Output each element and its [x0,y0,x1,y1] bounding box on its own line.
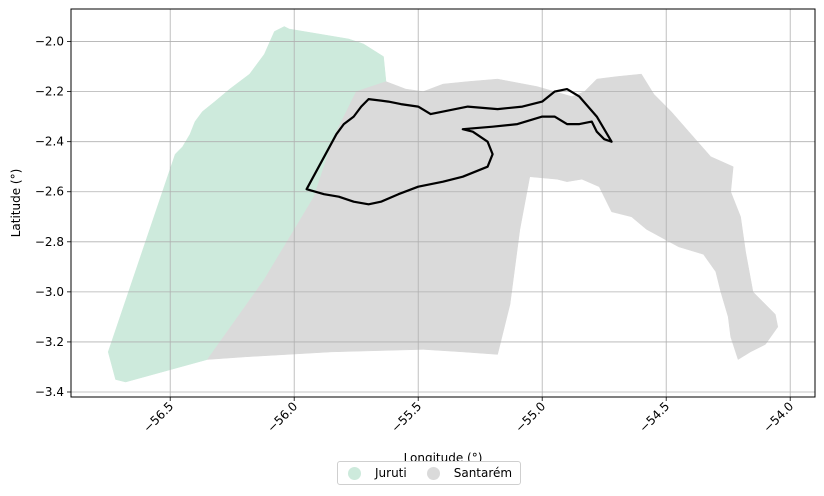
y-axis-label: Latitude (°) [9,169,23,238]
y-tick-label: −3.2 [35,335,64,349]
y-tick-label: −2.4 [35,135,64,149]
grid-layer [71,9,815,397]
y-tick-label: −3.4 [35,385,64,399]
legend-item-santarem: Santarém [426,466,513,480]
x-tick-label: −55.5 [388,399,424,435]
study-area-outline [305,87,613,206]
y-tick-label: −2.0 [35,35,64,49]
legend-item-juruti: Juruti [348,466,407,480]
y-tick-label: −2.6 [35,185,64,199]
legend-marker-santarem [426,466,440,480]
x-tick-label: −54.5 [636,399,672,435]
x-tick-label: −56.5 [140,399,176,435]
legend-marker-juruti [348,466,361,480]
y-tick-label: −3.0 [35,285,64,299]
y-tick-label: −2.8 [35,235,64,249]
legend-label-juruti: Juruti [375,466,407,480]
plot-frame [70,8,816,398]
x-tick-label: −56.0 [264,399,300,435]
legend: Juruti Santarém [337,461,522,485]
region-santarem [206,73,779,360]
regions-layer [107,26,779,383]
x-tick-label: −54.0 [760,399,796,435]
legend-label-santarem: Santarém [453,466,513,480]
y-tick-label: −2.2 [35,85,64,99]
study-area-outline-layer [305,87,613,206]
x-tick-label: −55.0 [512,399,548,435]
